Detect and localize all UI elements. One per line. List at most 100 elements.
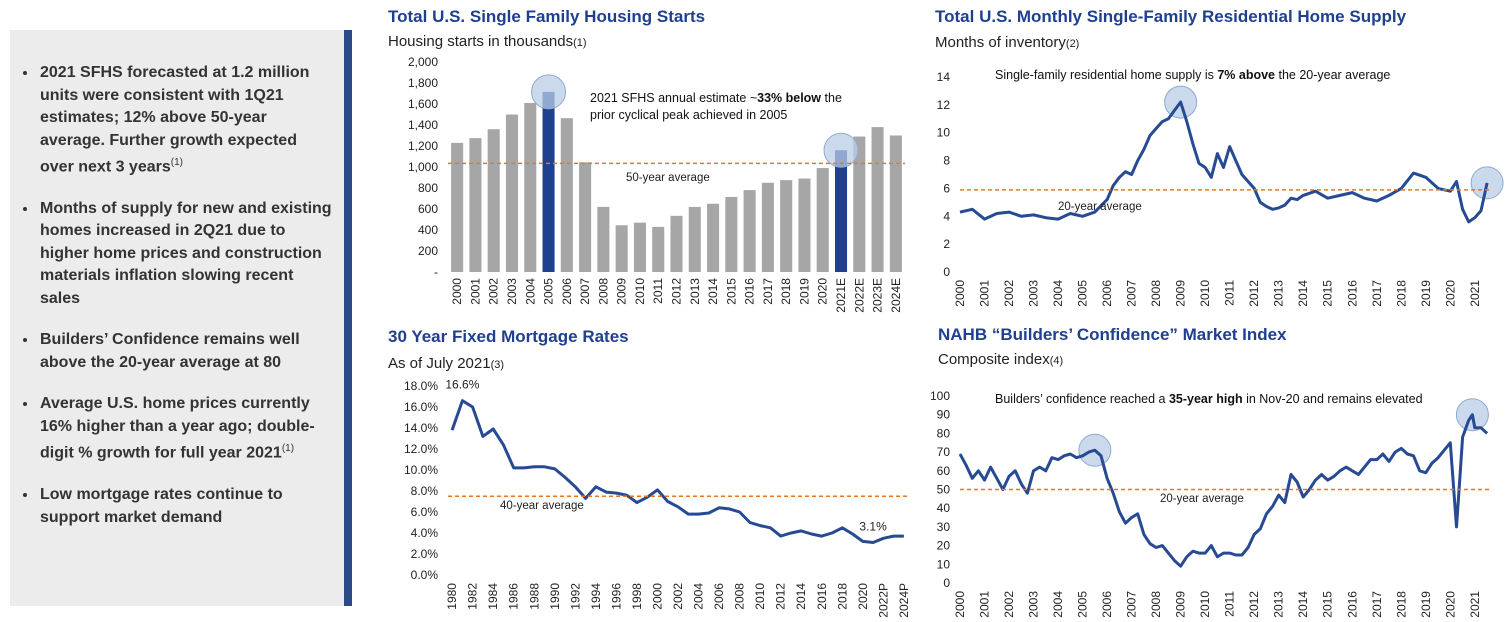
x-tick-label: 2006	[1100, 280, 1114, 307]
annotation: Builders’ confidence reached a 35-year h…	[995, 391, 1475, 408]
highlight-circle	[531, 74, 567, 110]
x-tick-label: 2020	[1443, 591, 1457, 618]
y-tick-label: 12.0%	[404, 442, 438, 456]
x-tick-label: 2020	[1443, 280, 1457, 307]
x-tick-label: 2008	[1149, 591, 1163, 618]
y-tick-label: 4	[943, 209, 950, 223]
x-tick-label: 2008	[733, 583, 747, 610]
x-tick-label: 2001	[978, 280, 992, 307]
bullet: 2021 SFHS forecasted at 1.2 million unit…	[38, 62, 332, 179]
bullet: Builders’ Confidence remains well above …	[38, 329, 332, 374]
x-tick-label: 2000	[953, 591, 967, 618]
y-tick-label: 10	[937, 126, 951, 140]
y-tick-label: 2,000	[408, 55, 438, 69]
subtitle: Housing starts in thousands	[388, 33, 573, 50]
annotation: Single-family residential home supply is…	[995, 68, 1390, 82]
bullet: Low mortgage rates continue to support m…	[38, 484, 332, 529]
x-tick-label: 1980	[445, 583, 459, 610]
chart-title: NAHB “Builders’ Confidence” Market Index	[938, 325, 1287, 344]
x-tick-label: 2013	[1272, 591, 1286, 618]
x-tick-label: 1994	[589, 583, 603, 610]
x-tick-label: 2019	[1419, 280, 1433, 307]
bar	[816, 168, 829, 272]
bar	[615, 225, 628, 272]
x-tick-label: 2002	[487, 278, 501, 305]
bar	[451, 142, 464, 272]
x-tick-label: 2019	[1419, 591, 1433, 618]
x-tick-label: 2017	[1370, 591, 1384, 618]
subtitle: Months of inventory	[935, 34, 1066, 51]
x-tick-label: 2023E	[871, 278, 885, 313]
x-tick-label: 2003	[1027, 280, 1041, 307]
x-tick-label: 2021	[1468, 591, 1482, 618]
y-tick-label: 1,000	[408, 160, 438, 174]
x-tick-label: 2019	[797, 278, 811, 305]
line	[958, 413, 1489, 568]
x-tick-label: 2009	[615, 278, 629, 305]
x-tick-label: 2000	[953, 280, 967, 307]
chart-title: 30 Year Fixed Mortgage Rates	[388, 327, 629, 346]
bar	[834, 150, 848, 272]
y-tick-label: 0	[943, 265, 950, 279]
x-tick-label: 1992	[568, 583, 582, 610]
x-tick-label: 2002	[1002, 591, 1016, 618]
bar	[469, 138, 482, 272]
x-tick-label: 2016	[1345, 280, 1359, 307]
y-tick-label: 1,800	[408, 76, 438, 90]
x-tick-label: 1996	[609, 583, 623, 610]
y-tick-label: 30	[937, 520, 951, 534]
x-tick-label: 2010	[1198, 280, 1212, 307]
x-tick-label: 1988	[527, 583, 541, 610]
x-tick-label: 2018	[779, 278, 793, 305]
annotation-text: Builders’ confidence reached a 35-year h…	[995, 391, 1475, 408]
bar	[524, 102, 537, 272]
reference-label: 20-year average	[1058, 201, 1142, 213]
data-label: 16.6%	[445, 378, 479, 392]
x-tick-label: 2010	[753, 583, 767, 610]
bullet: Months of supply for new and existing ho…	[38, 198, 332, 311]
bullet-text: 2021 SFHS forecasted at 1.2 million unit…	[40, 64, 310, 176]
y-tick-label: 1,200	[408, 139, 438, 153]
x-tick-label: 2004	[1051, 280, 1065, 307]
x-tick-label: 2014	[794, 583, 808, 610]
y-tick-label: 50	[937, 483, 951, 497]
chart-subtitle: Housing starts in thousands(1)	[388, 33, 587, 50]
x-tick-label: 2001	[468, 278, 482, 305]
annotation-text: 2021 SFHS annual estimate ~33% below the…	[590, 90, 870, 124]
x-tick-label: 1998	[630, 583, 644, 610]
x-tick-label: 2016	[743, 278, 757, 305]
annotation-part: the prior cyclical peak achieved in 2005	[590, 91, 842, 122]
subtitle: Composite index	[938, 351, 1050, 368]
y-tick-label: 40	[937, 501, 951, 515]
y-tick-label: 8.0%	[411, 484, 439, 498]
x-tick-label: 2012	[670, 278, 684, 305]
bar	[542, 91, 555, 272]
footnote: (1)	[170, 157, 183, 168]
annotation-part: Builders’ confidence reached a	[995, 392, 1169, 406]
x-tick-label: 2006	[1100, 591, 1114, 618]
bar	[579, 162, 592, 272]
x-tick-label: 2021	[1468, 280, 1482, 307]
x-tick-label: 2000	[650, 583, 664, 610]
x-tick-label: 2014	[706, 278, 720, 305]
x-tick-label: 2011	[1223, 591, 1237, 617]
x-tick-label: 2000	[450, 278, 464, 305]
y-tick-label: 800	[418, 181, 438, 195]
x-tick-label: 2008	[1149, 280, 1163, 307]
subtitle-note: (3)	[491, 359, 504, 371]
footnote: (1)	[281, 443, 295, 455]
y-tick-label: 6	[943, 181, 950, 195]
x-tick-label: 2013	[688, 278, 702, 305]
x-tick-label: 2010	[1198, 591, 1212, 618]
sidebar: 2021 SFHS forecasted at 1.2 million unit…	[10, 30, 352, 606]
x-tick-label: 2017	[1370, 280, 1384, 307]
x-tick-label: 2022P	[876, 583, 890, 618]
reference-label: 50-year average	[626, 172, 710, 184]
chart-subtitle: Months of inventory(2)	[935, 34, 1079, 51]
bar	[889, 135, 902, 272]
bar	[725, 196, 738, 272]
annotation-bold: 33% below	[757, 91, 822, 105]
bar	[487, 129, 500, 272]
y-tick-label: 6.0%	[411, 505, 439, 519]
